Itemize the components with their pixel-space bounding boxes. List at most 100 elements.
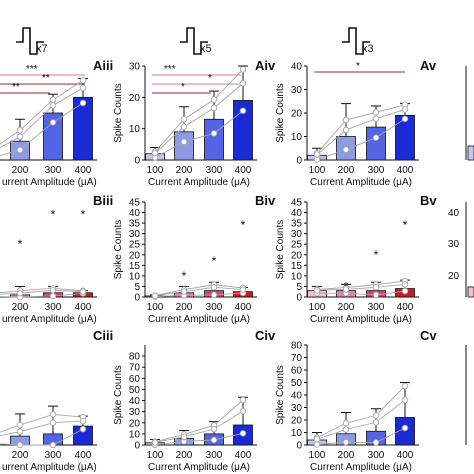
y-tick-label: 40 (448, 208, 460, 219)
subject-point (313, 436, 321, 443)
subject-point (180, 123, 188, 131)
x-axis-label: Current Amplitude (μA) (148, 462, 250, 473)
subject-point (180, 138, 188, 146)
subject-point (180, 288, 188, 295)
bar (395, 417, 415, 446)
subject-point (79, 425, 87, 433)
x-tick-label: 100 (309, 302, 326, 313)
y-tick-label: 20 (129, 93, 141, 104)
y-tick-label: 15 (129, 261, 141, 272)
y-tick-label: 45 (129, 198, 141, 209)
y-tick-label: 35 (291, 219, 303, 230)
y-tick-label: 20 (129, 250, 141, 261)
subject-trace (316, 399, 406, 440)
y-tick-label: 10 (129, 271, 141, 282)
y-tick-label: 80 (129, 352, 141, 363)
x-tick-label: 300 (368, 450, 385, 461)
subject-point (372, 134, 380, 141)
x-tick-label: 400 (75, 302, 92, 313)
subject-trace (316, 118, 406, 160)
y-tick-label: 10 (291, 132, 303, 143)
bar (43, 112, 63, 161)
sig-marker: * (181, 82, 185, 93)
stim-icon-1: x7 (16, 27, 48, 55)
sig-marker: * (208, 73, 212, 84)
bv-partial-axes: 40 30 20 (448, 202, 474, 298)
subject-point (372, 284, 380, 291)
x-tick-label: 300 (206, 302, 223, 313)
subject-point (49, 419, 57, 427)
x-tick-label: 400 (397, 302, 414, 313)
x-tick-label: 200 (176, 450, 193, 461)
stim-label-3: x3 (362, 43, 374, 55)
y-axis-label: Spike Counts (113, 220, 124, 279)
stim-label-1: x7 (36, 43, 48, 55)
y-tick-label: 30 (129, 62, 141, 73)
x-tick-label: 200 (338, 165, 355, 176)
subject-trace (0, 292, 84, 298)
subject-point (372, 412, 380, 419)
subject-point (210, 96, 218, 103)
subject-point (16, 133, 24, 141)
bar (204, 118, 224, 161)
outlier-star: * (241, 218, 246, 232)
x-tick-label: 200 (12, 165, 29, 176)
y-tick-label: 0 (296, 441, 302, 452)
subject-point (210, 130, 218, 137)
y-tick-label: 30 (291, 85, 303, 96)
y-tick-label: 10 (129, 429, 141, 440)
subject-point (401, 424, 409, 432)
y-tick-label: 15 (291, 261, 303, 272)
subject-trace (0, 289, 84, 295)
x-tick-label: 200 (176, 165, 193, 176)
subject-trace (154, 432, 244, 446)
subject-trace (154, 284, 244, 297)
y-tick-label: 20 (448, 271, 460, 282)
subject-point (239, 286, 247, 293)
y-tick-label: 10 (291, 271, 303, 282)
pulse-icon (342, 27, 370, 55)
y-tick-label: 80 (291, 341, 303, 352)
subject-point (49, 411, 57, 418)
x-tick-label: 200 (338, 450, 355, 461)
y-tick-label: 25 (129, 240, 141, 251)
sig-marker: * (356, 61, 360, 72)
y-tick-label: 10 (129, 124, 141, 135)
subject-point (79, 77, 87, 84)
subject-trace (154, 410, 244, 443)
subject-point (49, 119, 57, 126)
x-tick-label: 400 (235, 165, 252, 176)
subject-point (313, 286, 321, 294)
panel-label-civ: Civ (255, 328, 276, 343)
subject-trace (316, 283, 406, 291)
y-tick-label: 10 (291, 428, 303, 439)
subject-point (79, 99, 87, 107)
bar (467, 145, 474, 161)
y-axis-label: Spike Counts (275, 365, 286, 424)
subject-point (342, 286, 350, 293)
subject-trace (154, 110, 244, 158)
y-tick-label: 0 (134, 441, 140, 452)
subject-point (313, 441, 321, 448)
panel-label-ciii: Ciii (93, 328, 113, 343)
panel-label-biv: Biv (255, 193, 276, 208)
subject-point (49, 441, 57, 449)
x-tick-label: 100 (309, 165, 326, 176)
subject-point (16, 146, 24, 154)
x-tick-label: 400 (397, 165, 414, 176)
y-tick-label: 35 (129, 219, 141, 230)
subject-point (16, 441, 24, 449)
y-tick-label: 50 (291, 378, 303, 389)
subject-point (239, 396, 247, 404)
subject-point (239, 430, 247, 437)
y-tick-label: 20 (291, 109, 303, 120)
x-tick-label: 300 (368, 165, 385, 176)
outlier-star: * (81, 208, 86, 222)
panel-label-biii: Biii (93, 193, 113, 208)
stim-label-2: x5 (200, 43, 212, 55)
x-tick-label: 300 (45, 450, 62, 461)
subject-trace (316, 427, 406, 445)
